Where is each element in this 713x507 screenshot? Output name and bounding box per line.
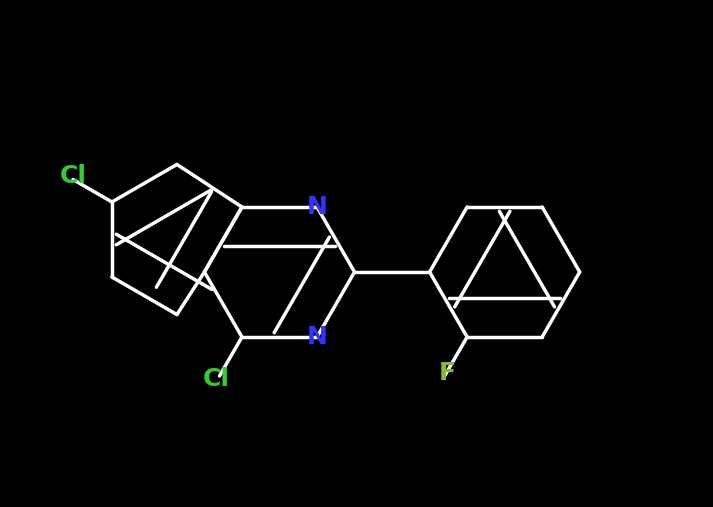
Text: N: N	[307, 325, 327, 349]
Text: N: N	[307, 195, 327, 219]
Text: Cl: Cl	[59, 164, 86, 189]
Text: F: F	[439, 361, 456, 385]
Text: Cl: Cl	[203, 367, 230, 391]
